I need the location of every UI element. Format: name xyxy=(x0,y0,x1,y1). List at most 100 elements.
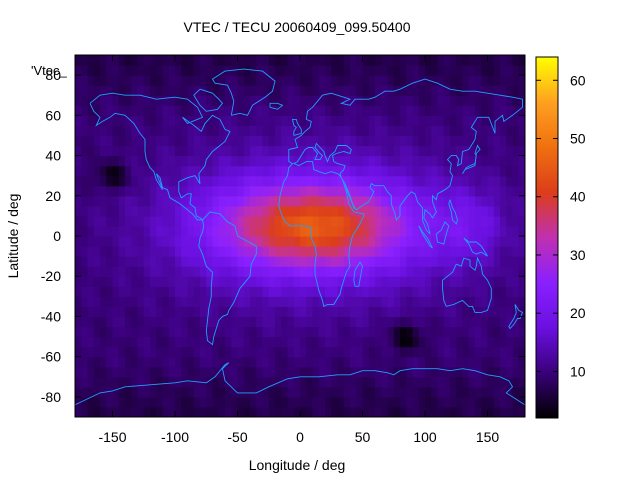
heatmap-cell xyxy=(343,225,351,237)
heatmap-cell xyxy=(387,366,395,378)
heatmap-cell xyxy=(212,386,220,398)
heatmap-cell xyxy=(162,225,170,237)
heatmap-cell xyxy=(143,115,151,126)
heatmap-cell xyxy=(512,346,520,358)
heatmap-cell xyxy=(362,65,370,76)
heatmap-cell xyxy=(137,316,145,328)
heatmap-cell xyxy=(318,376,326,388)
heatmap-cell xyxy=(293,115,301,126)
heatmap-cell xyxy=(312,236,320,247)
heatmap-cell xyxy=(462,366,470,378)
heatmap-cell xyxy=(162,336,170,348)
heatmap-cell xyxy=(287,185,295,197)
heatmap-cell xyxy=(143,266,151,277)
heatmap-cell xyxy=(150,135,157,147)
heatmap-cell xyxy=(356,346,364,358)
heatmap-cell xyxy=(350,155,357,167)
heatmap-cell xyxy=(450,256,457,267)
heatmap-cell xyxy=(306,65,314,76)
heatmap-cell xyxy=(237,65,245,76)
heatmap-cell xyxy=(387,135,395,147)
heatmap-cell xyxy=(168,215,176,227)
heatmap-cell xyxy=(156,225,164,237)
heatmap-cell xyxy=(493,376,501,388)
heatmap-cell xyxy=(87,286,95,297)
heatmap-cell xyxy=(131,316,139,328)
heatmap-cell xyxy=(168,85,176,96)
heatmap-cell xyxy=(281,366,289,378)
heatmap-cell xyxy=(143,145,151,157)
heatmap-cell xyxy=(412,366,420,378)
heatmap-cell xyxy=(443,376,451,388)
coastline-greenland xyxy=(211,68,276,116)
heatmap-cell xyxy=(175,316,182,328)
heatmap-cell xyxy=(331,125,339,137)
heatmap-cell xyxy=(75,346,82,358)
heatmap-cell xyxy=(125,145,132,157)
heatmap-cell xyxy=(306,225,314,237)
heatmap-cell xyxy=(318,95,326,106)
heatmap-cell xyxy=(468,95,476,106)
heatmap-cell xyxy=(275,115,282,126)
heatmap-cell xyxy=(481,205,489,217)
heatmap-cell xyxy=(150,386,157,398)
heatmap-cell xyxy=(456,266,464,277)
heatmap-cell xyxy=(131,215,139,227)
heatmap-cell xyxy=(100,306,107,318)
heatmap-cell xyxy=(93,125,101,137)
heatmap-cell xyxy=(356,105,364,116)
heatmap-cell xyxy=(181,165,189,177)
heatmap-cell xyxy=(318,105,326,116)
heatmap-cell xyxy=(262,366,270,378)
heatmap-cell xyxy=(168,246,176,257)
heatmap-cell xyxy=(206,155,214,167)
heatmap-cell xyxy=(81,135,89,147)
heatmap-cell xyxy=(400,205,407,217)
heatmap-cell xyxy=(206,125,214,137)
heatmap-cell xyxy=(368,175,376,187)
heatmap-cell xyxy=(337,205,345,217)
heatmap-cell xyxy=(187,356,195,368)
heatmap-cell xyxy=(293,195,301,207)
heatmap-cell xyxy=(293,346,301,358)
heatmap-cell xyxy=(306,306,314,318)
heatmap-cell xyxy=(137,276,145,287)
heatmap-cell xyxy=(293,55,301,66)
heatmap-cell xyxy=(443,296,451,307)
heatmap-cell xyxy=(368,85,376,96)
heatmap-cell xyxy=(500,105,507,116)
heatmap-cell xyxy=(281,135,289,147)
heatmap-cell xyxy=(150,356,157,368)
heatmap-cell xyxy=(493,266,501,277)
heatmap-cell xyxy=(512,215,520,227)
heatmap-cell xyxy=(125,225,132,237)
heatmap-cell xyxy=(487,336,495,348)
heatmap-cell xyxy=(362,135,370,147)
colorbar xyxy=(535,56,559,419)
heatmap-cell xyxy=(193,276,201,287)
heatmap-cell xyxy=(262,326,270,338)
heatmap-cell xyxy=(306,316,314,328)
heatmap-cell xyxy=(356,125,364,137)
heatmap-cell xyxy=(75,256,82,267)
heatmap-cell xyxy=(206,95,214,106)
heatmap-cell xyxy=(293,266,301,277)
heatmap-cell xyxy=(118,205,126,217)
heatmap-cell xyxy=(168,236,176,247)
heatmap-cell xyxy=(162,356,170,368)
heatmap-cell xyxy=(150,215,157,227)
colorbar-tick-label: 30 xyxy=(570,247,586,263)
heatmap-cell xyxy=(293,85,301,96)
heatmap-cell xyxy=(181,195,189,207)
heatmap-cell xyxy=(287,346,295,358)
heatmap-cell xyxy=(450,326,457,338)
heatmap-cell xyxy=(468,236,476,247)
heatmap-cell xyxy=(275,125,282,137)
heatmap-cell xyxy=(200,225,207,237)
heatmap-cell xyxy=(393,396,401,408)
heatmap-cell xyxy=(425,366,432,378)
heatmap-cell xyxy=(143,225,151,237)
heatmap-cell xyxy=(181,316,189,328)
heatmap-cell xyxy=(318,296,326,307)
heatmap-cell xyxy=(381,346,389,358)
